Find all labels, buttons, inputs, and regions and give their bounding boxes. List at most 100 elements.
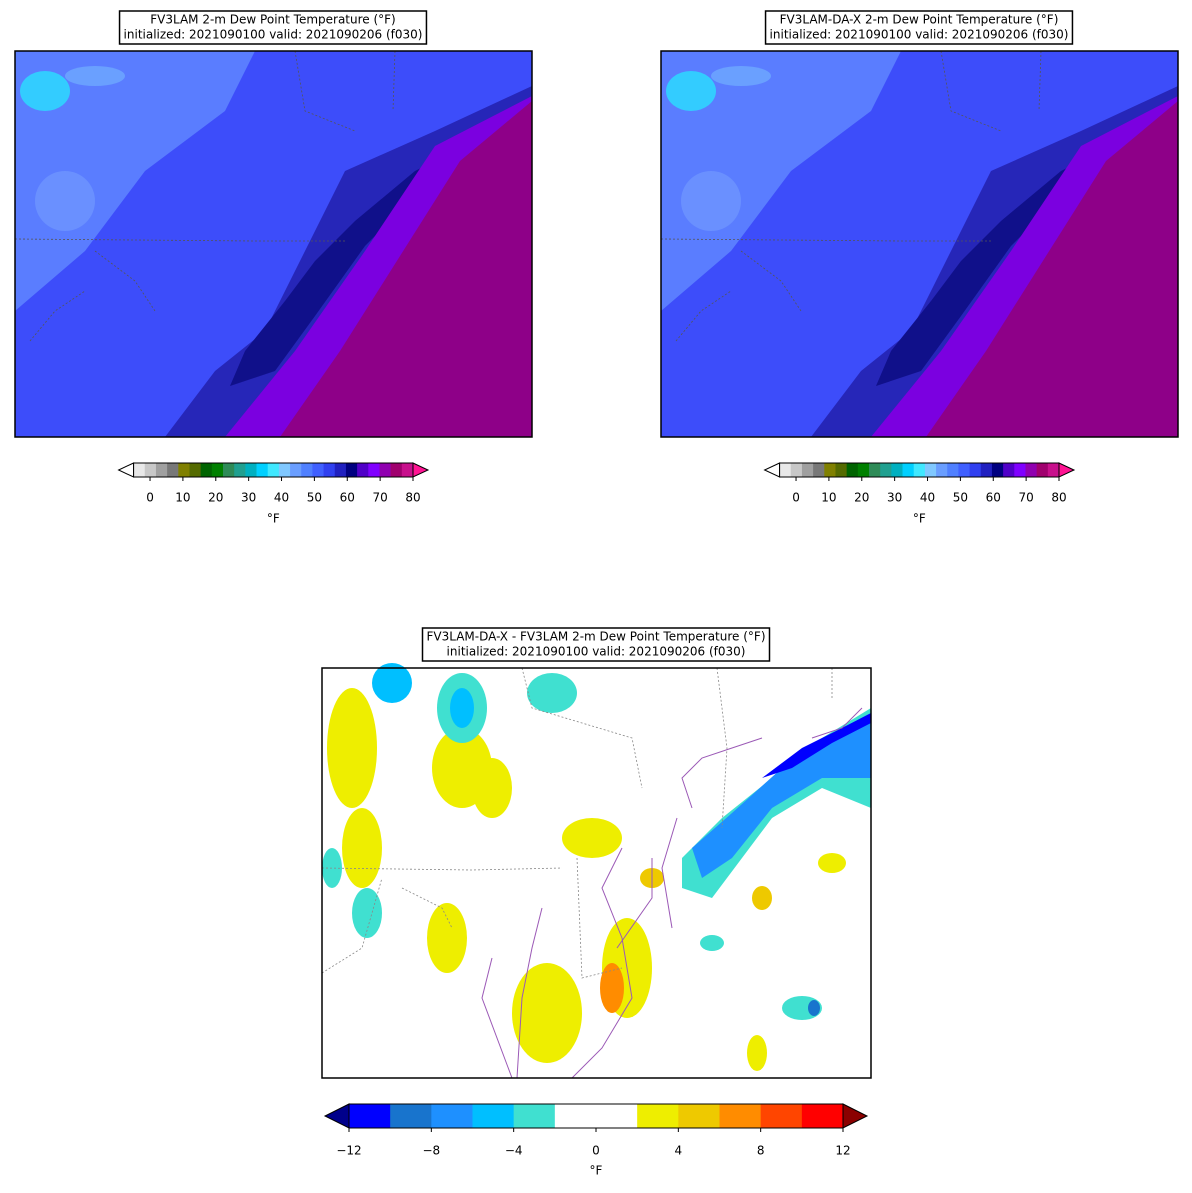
- colorbar-segment: [880, 463, 892, 477]
- colorbar-segment: [760, 1104, 803, 1128]
- colorbar-segment: [178, 463, 190, 477]
- colorbar-tick-label: 70: [372, 491, 387, 505]
- colorbar-segment: [368, 463, 380, 477]
- colorbar-segment: [211, 463, 224, 477]
- colorbar-segment: [936, 463, 948, 477]
- title-box: [764, 10, 1074, 45]
- colorbar-tick-label: −8: [422, 1144, 440, 1158]
- colorbar-segment: [1014, 463, 1026, 477]
- colorbar-segment: [290, 463, 302, 477]
- colorbar-tick-label: 4: [675, 1144, 683, 1158]
- map-field: [660, 50, 1179, 438]
- colorbar-segment: [390, 463, 403, 477]
- colorbar-segment: [991, 463, 1004, 477]
- colorbar-segment: [824, 463, 836, 477]
- map-frame: [660, 50, 1179, 438]
- colorbar-segment: [401, 463, 414, 477]
- colorbar-tick-label: 20: [208, 491, 223, 505]
- panel-title: FV3LAM-DA-X - FV3LAM 2-m Dew Point Tempe…: [427, 630, 766, 644]
- colorbar-segment: [390, 1104, 432, 1128]
- colorbar-segment: [133, 463, 146, 477]
- colorbar-segment: [155, 463, 168, 477]
- colorbar-segment: [980, 463, 993, 477]
- colorbar-segment: [345, 463, 358, 477]
- colorbar-segment: [357, 463, 369, 477]
- colorbar-segment: [167, 463, 179, 477]
- colorbar-segment: [323, 463, 336, 477]
- colorbar-tick-label: −4: [505, 1144, 523, 1158]
- title-box: [421, 627, 771, 662]
- colorbar-segment: [200, 463, 213, 477]
- colorbar-segment: [245, 463, 257, 477]
- colorbar-tick-label: 60: [340, 491, 355, 505]
- colorbar-segment: [278, 463, 291, 477]
- colorbar-tick-label: 0: [146, 491, 154, 505]
- colorbar-segment: [969, 463, 982, 477]
- colorbar-segment: [719, 1104, 762, 1128]
- colorbar-segment: [1047, 463, 1060, 477]
- colorbar-segment: [801, 463, 814, 477]
- panel-title: FV3LAM 2-m Dew Point Temperature (°F): [150, 13, 396, 27]
- colorbar-tick-label: 40: [274, 491, 289, 505]
- colorbar-segment: [924, 463, 937, 477]
- colorbar-tick-label: 70: [1018, 491, 1033, 505]
- colorbar-segment: [301, 463, 313, 477]
- colorbar-segment: [267, 463, 280, 477]
- colorbar-segment: [779, 463, 792, 477]
- colorbar-tick-label: 40: [920, 491, 935, 505]
- colorbar-tick-label: 80: [1051, 491, 1066, 505]
- panel-title: FV3LAM-DA-X 2-m Dew Point Temperature (°…: [780, 13, 1059, 27]
- colorbar-segment: [637, 1104, 679, 1128]
- colorbar-segment: [1025, 463, 1038, 477]
- colorbar-segment: [144, 463, 157, 477]
- map-field: [14, 50, 533, 438]
- colorbar-segment: [234, 463, 246, 477]
- colorbar-segment: [1036, 463, 1049, 477]
- colorbar-segment: [891, 463, 903, 477]
- diff-field: [321, 663, 871, 1079]
- colorbar-segment: [379, 463, 392, 477]
- colorbar-tick-label: 80: [405, 491, 420, 505]
- colorbar-tick-label: 30: [887, 491, 902, 505]
- colorbar-segment: [256, 463, 269, 477]
- colorbar-segment: [902, 463, 915, 477]
- colorbar-segment: [189, 463, 202, 477]
- colorbar-tick-label: 10: [821, 491, 836, 505]
- colorbar-label: °F: [913, 512, 926, 526]
- panel-subtitle: initialized: 2021090100 valid: 202109020…: [447, 645, 746, 659]
- colorbar-tick-label: 8: [757, 1144, 765, 1158]
- title-box: [118, 10, 428, 45]
- colorbar-segment: [678, 1104, 720, 1128]
- colorbar-segment: [790, 463, 803, 477]
- colorbar-tick-label: 30: [241, 491, 256, 505]
- colorbar-tick-label: 0: [592, 1144, 600, 1158]
- colorbar-segment: [857, 463, 870, 477]
- colorbar-label: °F: [590, 1164, 603, 1178]
- colorbar-tick-label: 60: [986, 491, 1001, 505]
- colorbar-segment: [813, 463, 825, 477]
- colorbar-segment: [947, 463, 959, 477]
- colorbar-segment: [869, 463, 881, 477]
- colorbar-segment: [846, 463, 859, 477]
- panel-subtitle: initialized: 2021090100 valid: 202109020…: [770, 28, 1069, 42]
- colorbar-segment: [913, 463, 926, 477]
- colorbar-under: [117, 462, 135, 478]
- colorbar-tick-label: 50: [953, 491, 968, 505]
- colorbar-segment: [1003, 463, 1015, 477]
- map-frame: [321, 667, 872, 1079]
- colorbar-tick-label: 10: [175, 491, 190, 505]
- colorbar-segment: [801, 1104, 844, 1128]
- colorbar-segment: [554, 1104, 597, 1128]
- colorbar-tick-label: −12: [336, 1144, 361, 1158]
- colorbar-segment: [312, 463, 324, 477]
- panel-subtitle: initialized: 2021090100 valid: 202109020…: [124, 28, 423, 42]
- colorbar-segment: [958, 463, 970, 477]
- colorbar-frame: [779, 462, 1060, 478]
- colorbar-tick-label: 50: [307, 491, 322, 505]
- colorbar-tick-label: 0: [792, 491, 800, 505]
- colorbar-segment: [513, 1104, 556, 1128]
- colorbar-over: [412, 462, 430, 478]
- colorbar-segment: [596, 1104, 638, 1128]
- colorbar-segment: [334, 463, 347, 477]
